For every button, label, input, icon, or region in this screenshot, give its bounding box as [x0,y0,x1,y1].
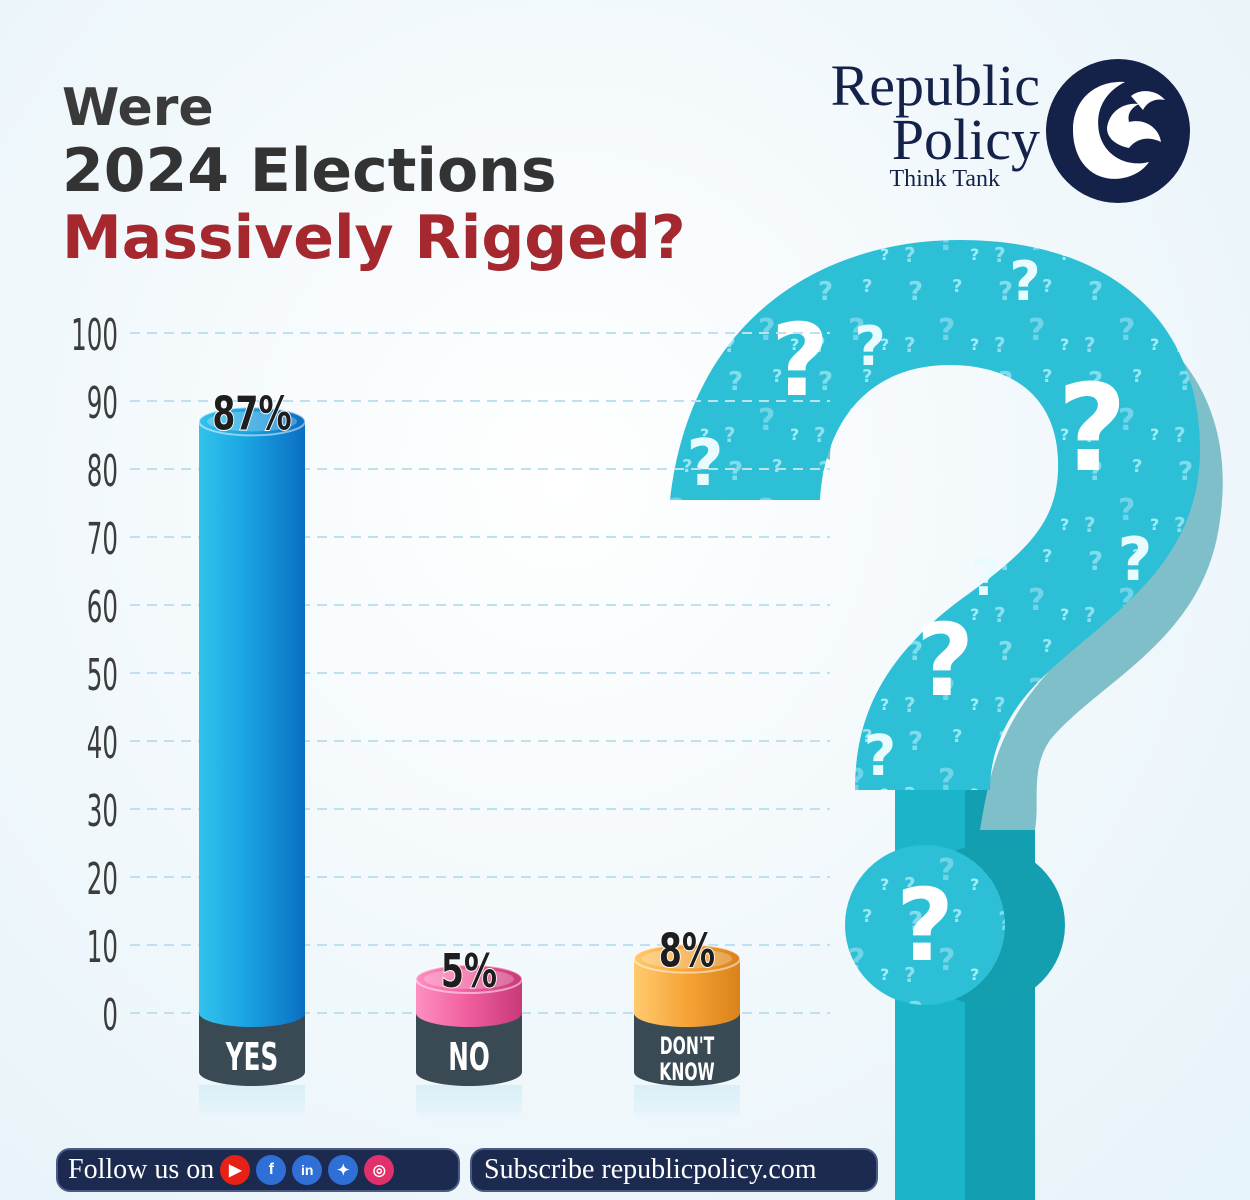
svg-text:?: ? [896,867,954,984]
subscribe-bar[interactable]: Subscribe republicpolicy.com [470,1148,878,1192]
facebook-icon[interactable]: f [256,1155,287,1185]
phoenix-icon [1046,59,1190,203]
svg-text:?: ? [854,315,885,378]
y-tick-label: 90 [87,377,118,429]
category-label: NO [448,1034,490,1079]
category-label: KNOW [659,1058,715,1086]
y-tick-label: 80 [87,445,118,497]
svg-text:?: ? [686,427,723,501]
y-tick-label: 10 [87,921,118,973]
title-line-2: 2024 Elections [62,136,557,206]
twitter-icon[interactable]: ✦ [328,1155,359,1185]
svg-text:?: ? [1118,525,1153,595]
svg-text:?: ? [864,724,896,789]
bar-label-base [199,1013,305,1086]
y-tick-label: 50 [87,649,118,701]
follow-label: Follow us on [68,1154,215,1185]
bar [199,421,305,1027]
follow-us-bar: Follow us on ▶ f in ✦ ◎ [56,1148,460,1192]
title-line-1: Were [62,78,214,138]
y-tick-label: 40 [87,717,118,769]
bar [634,958,740,1027]
bar-base-reflection [416,1085,522,1126]
y-tick-label: 0 [102,989,118,1041]
bar-group: 87% YES [198,385,306,1126]
republic-policy-logo: Republic Policy Think Tank [760,53,1200,208]
data-label: 5% [441,944,497,998]
y-tick-label: 70 [87,513,118,565]
linkedin-icon[interactable]: in [292,1155,323,1185]
bar-base-reflection [199,1085,305,1126]
logo-line-2: Policy [891,107,1040,172]
svg-text:?: ? [1009,250,1040,313]
logo-text: Republic Policy Think Tank [760,53,1040,193]
bar-top [198,406,306,437]
bar-top [415,964,523,994]
svg-text:?: ? [771,302,829,419]
title-line-3: Massively Rigged? [62,203,686,273]
bar-label-base [634,1013,740,1086]
svg-text:?: ? [916,602,974,719]
category-label: YES [225,1034,278,1079]
instagram-icon[interactable]: ◎ [364,1155,395,1185]
y-tick-label: 60 [87,581,118,633]
youtube-icon[interactable]: ▶ [220,1155,251,1185]
y-axis-ticks: 0 10 20 30 40 50 60 70 80 90 100 [71,309,118,1041]
bar-top-highlight [642,948,732,969]
svg-text:?: ? [1057,360,1127,499]
bar-top-highlight [207,411,297,432]
chart-title: Were 2024 Elections Massively Rigged? [62,78,686,272]
y-tick-label: 20 [87,853,118,905]
bar-base-reflection [634,1085,740,1126]
bar-top [633,943,741,974]
category-label: DON'T [660,1032,715,1060]
logo-line-1: Republic [830,53,1040,118]
y-tick-label: 30 [87,785,118,837]
data-label: 8% [659,924,715,978]
bar-label-base [416,1013,522,1086]
logo-line-3: Think Tank [889,166,1000,192]
y-tick-label: 100 [71,309,118,361]
svg-text:?: ? [970,549,999,607]
data-label: 87% [212,386,291,440]
bar-top-highlight [424,969,514,989]
subscribe-label: Subscribe republicpolicy.com [484,1154,817,1185]
bar-group: 5% NO [415,943,523,1126]
